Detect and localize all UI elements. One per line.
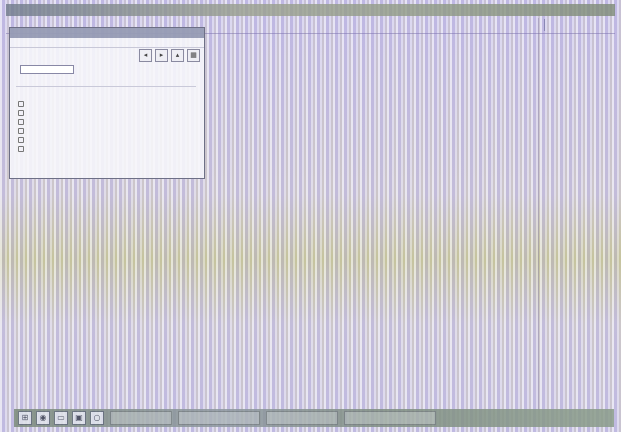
- list-item[interactable]: [16, 134, 196, 143]
- forward-icon[interactable]: ▸: [155, 49, 168, 62]
- file-icon: [18, 137, 24, 143]
- search-row: [16, 64, 74, 74]
- top-toolbar: [6, 17, 615, 34]
- folder-icon[interactable]: ▭: [54, 411, 68, 425]
- file-icon: [18, 119, 24, 125]
- dialog-toolbar: ◂ ▸ ▴ ▦: [139, 49, 200, 62]
- dialog-titlebar[interactable]: [10, 28, 204, 38]
- back-icon[interactable]: ◂: [139, 49, 152, 62]
- list-item[interactable]: [16, 116, 196, 125]
- list-item[interactable]: [16, 107, 196, 116]
- toolbar-divider: [544, 19, 545, 31]
- file-list: [16, 98, 196, 152]
- view-icon[interactable]: ▦: [187, 49, 200, 62]
- search-input[interactable]: [20, 64, 74, 74]
- taskbar-button[interactable]: [344, 411, 436, 425]
- window-titlebar[interactable]: [6, 4, 615, 16]
- app-icon[interactable]: ▣: [72, 411, 86, 425]
- list-header: [16, 86, 196, 87]
- file-icon: [18, 101, 24, 107]
- file-icon: [18, 110, 24, 116]
- list-item[interactable]: [16, 143, 196, 152]
- list-item[interactable]: [16, 98, 196, 107]
- dialog-menu: [10, 38, 204, 48]
- up-icon[interactable]: ▴: [171, 49, 184, 62]
- dialog-window: ◂ ▸ ▴ ▦: [9, 27, 205, 179]
- taskbar-button[interactable]: [178, 411, 260, 425]
- file-icon: [18, 146, 24, 152]
- taskbar: ⊞ ◉ ▭ ▣ ○: [14, 409, 614, 427]
- file-icon: [18, 128, 24, 134]
- start-icon[interactable]: ⊞: [18, 411, 32, 425]
- browser-icon[interactable]: ◉: [36, 411, 50, 425]
- list-item[interactable]: [16, 125, 196, 134]
- search-icon[interactable]: ○: [90, 411, 104, 425]
- taskbar-button[interactable]: [110, 411, 172, 425]
- taskbar-button[interactable]: [266, 411, 338, 425]
- panel-divider: [538, 18, 539, 410]
